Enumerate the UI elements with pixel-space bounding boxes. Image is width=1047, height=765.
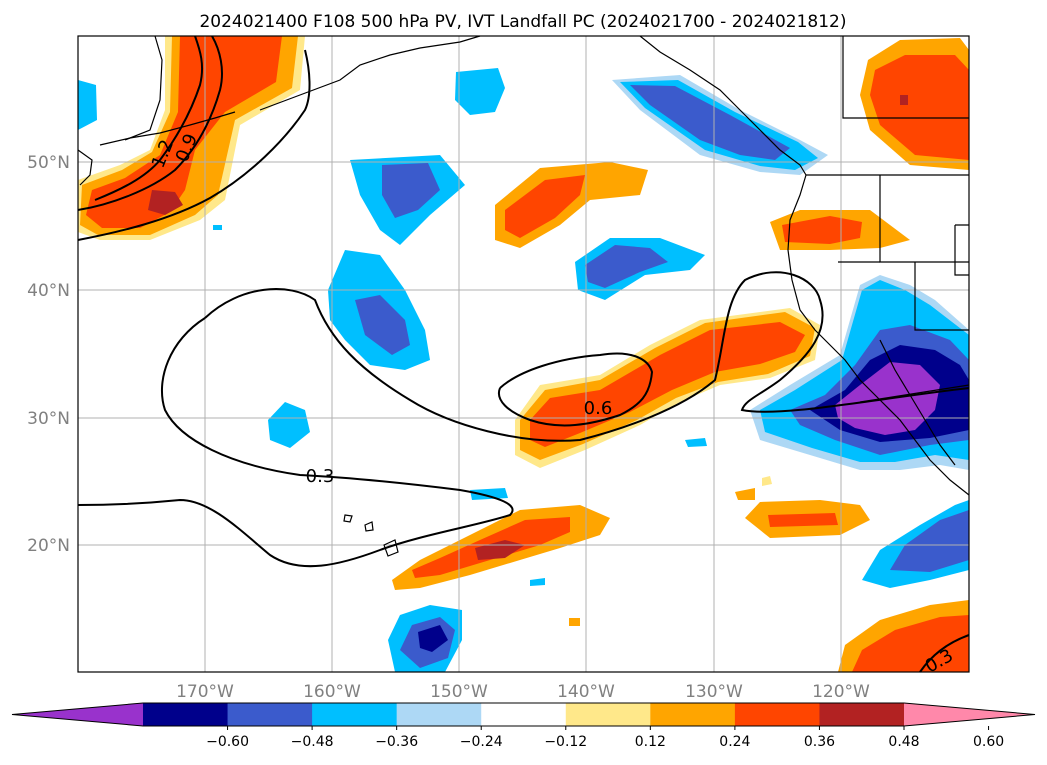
contour-0.6-central bbox=[497, 352, 654, 427]
anomaly-tiny-negative-4 bbox=[213, 225, 222, 230]
contour-1.2 bbox=[94, 35, 204, 201]
colorbar-tick-label: −0.12 bbox=[544, 734, 587, 750]
border-state-3 bbox=[914, 262, 969, 331]
hawaii-island-2 bbox=[364, 521, 374, 532]
anomaly-far-west-negative bbox=[78, 80, 97, 130]
contour-label-0.6: 0.6 bbox=[584, 398, 613, 419]
anomaly-canada-positive-core bbox=[900, 95, 908, 105]
border-canada-west bbox=[842, 36, 969, 119]
anomaly-alaska-negative-inner bbox=[630, 85, 790, 160]
map-panel: 1.2 0.9 0.6 0.3 0.3 bbox=[77, 35, 970, 677]
colorbar-segment bbox=[819, 703, 905, 726]
lon-label-150w: 150°W bbox=[430, 682, 488, 702]
colorbar-extend-min bbox=[12, 703, 143, 726]
longitude-labels: 170°W 160°W 150°W 140°W 130°W 120°W bbox=[176, 682, 870, 702]
anomaly-tiny-negative-1 bbox=[470, 488, 508, 500]
anomaly-atmospheric-river-inner bbox=[530, 322, 805, 447]
anomaly-nw-positive-core bbox=[148, 190, 183, 215]
lat-label-50n: 50°N bbox=[27, 153, 70, 173]
anomaly-subtropical-small-positive bbox=[735, 488, 755, 500]
anomaly-tiny-negative-3 bbox=[530, 578, 545, 586]
lat-label-40n: 40°N bbox=[27, 281, 70, 301]
coastline-west-north-america bbox=[787, 174, 970, 496]
contour-lines bbox=[77, 35, 970, 673]
lon-label-160w: 160°W bbox=[303, 682, 361, 702]
coastline-baja bbox=[879, 339, 956, 466]
colorbar-tick-label: 0.36 bbox=[804, 734, 835, 750]
lon-label-170w: 170°W bbox=[176, 682, 234, 702]
anomaly-west-central-negative bbox=[355, 295, 410, 355]
colorbar-tick-label: 0.60 bbox=[973, 734, 1004, 750]
lat-label-30n: 30°N bbox=[27, 409, 70, 429]
anomaly-west-negative bbox=[268, 402, 310, 448]
lon-label-120w: 120°W bbox=[812, 682, 870, 702]
anomaly-oregon-positive bbox=[782, 216, 862, 244]
colorbar-tick-label: −0.24 bbox=[460, 734, 503, 750]
border-state-4 bbox=[954, 224, 969, 276]
hawaii-island-3 bbox=[343, 514, 353, 523]
map-frame bbox=[77, 35, 970, 673]
colorbar-extend-max bbox=[904, 703, 1035, 726]
lat-label-20n: 20°N bbox=[27, 536, 70, 556]
colorbar-segment bbox=[481, 703, 567, 726]
colorbar-outline bbox=[11, 702, 1036, 727]
map-title: 2024021400 F108 500 hPa PV, IVT Landfall… bbox=[199, 12, 846, 32]
latitude-labels: 50°N 40°N 30°N 20°N bbox=[27, 153, 70, 556]
contour-label-0.3: 0.3 bbox=[306, 466, 335, 487]
asia-coast bbox=[77, 149, 93, 186]
anomaly-southeast-positive bbox=[852, 615, 969, 672]
hawaii-island-1 bbox=[383, 539, 399, 557]
colorbar-tick-label: −0.60 bbox=[206, 734, 249, 750]
anomaly-north-negative bbox=[455, 68, 505, 115]
colorbar-segment bbox=[227, 703, 313, 726]
coastline-alaska bbox=[259, 35, 481, 111]
anomaly-central-positive bbox=[505, 175, 585, 238]
colorbar-segment bbox=[143, 703, 229, 726]
colorbar-tick-label: 0.24 bbox=[719, 734, 750, 750]
kamchatka bbox=[124, 35, 163, 141]
colorbar-tick-label: 0.12 bbox=[635, 734, 666, 750]
anomaly-southern-negative-core bbox=[418, 625, 448, 652]
colorbar: −0.60 −0.48 −0.36 −0.24 −0.12 0.12 0.24 0.36 0.4… bbox=[11, 702, 1036, 750]
lon-label-130w: 130°W bbox=[685, 682, 743, 702]
colorbar-segment bbox=[312, 703, 398, 726]
anomaly-mexico-negative bbox=[890, 510, 969, 572]
lon-label-140w: 140°W bbox=[557, 682, 615, 702]
contour-0.3-west bbox=[204, 271, 970, 442]
coastline-se-alaska bbox=[639, 35, 807, 176]
colorbar-tick-label: −0.36 bbox=[375, 734, 418, 750]
colorbar-segment bbox=[396, 703, 482, 726]
anomaly-midlat-negative bbox=[382, 163, 440, 218]
contour-0.3-nw bbox=[77, 49, 311, 241]
colorbar-segment bbox=[734, 703, 820, 726]
aleutians bbox=[99, 111, 236, 146]
contour-0.9 bbox=[77, 35, 223, 211]
gridlines bbox=[78, 36, 969, 672]
anomaly-central-negative bbox=[585, 245, 668, 288]
anomaly-tiny-negative-2 bbox=[685, 438, 707, 447]
colorbar-tick-label: −0.48 bbox=[291, 734, 334, 750]
anomaly-tiny-positive-1 bbox=[569, 618, 580, 626]
anomaly-subtropical-tiny-positive bbox=[762, 476, 772, 486]
contour-0.3-west-bottom bbox=[77, 317, 514, 568]
anomaly-canada-positive bbox=[870, 55, 969, 160]
colorbar-segment bbox=[565, 703, 651, 726]
colorbar-segment bbox=[650, 703, 736, 726]
contour-0.3-se bbox=[919, 634, 970, 673]
anomaly-subtropical-positive bbox=[768, 513, 838, 527]
colorbar-tick-label: 0.48 bbox=[888, 734, 919, 750]
